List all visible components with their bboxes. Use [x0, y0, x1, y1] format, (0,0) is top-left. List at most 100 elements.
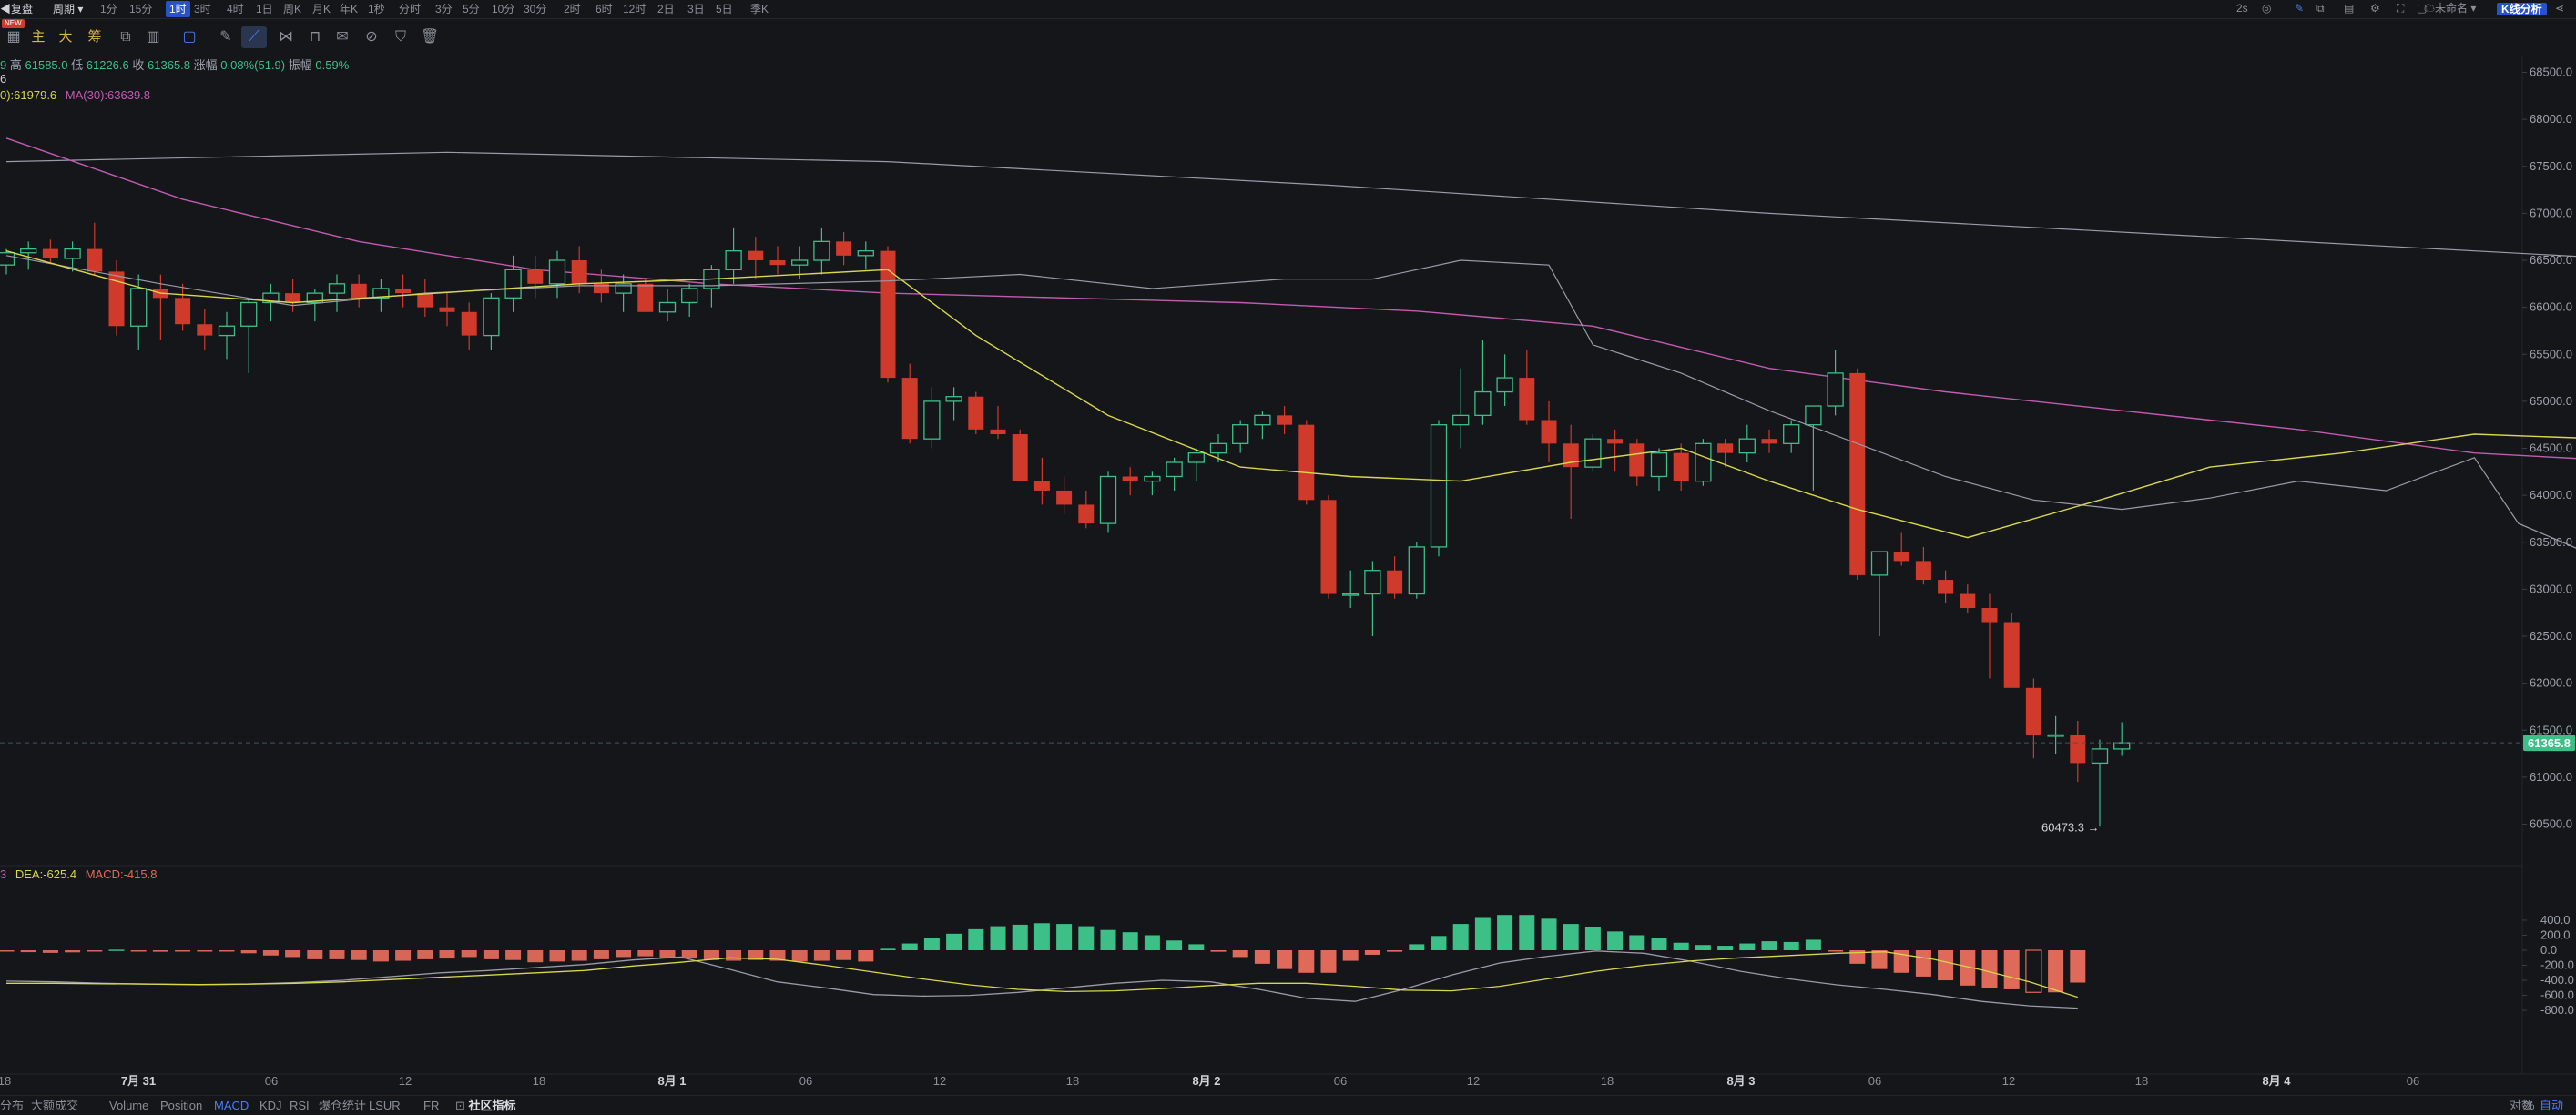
- interval-18[interactable]: 2日: [657, 3, 675, 15]
- interval-16[interactable]: 6时: [596, 3, 613, 15]
- interval-7[interactable]: 月K: [312, 3, 331, 15]
- candle-body: [504, 269, 522, 299]
- macd-tick-label: -400.0: [2540, 973, 2574, 987]
- interval-2[interactable]: 1时: [166, 1, 190, 17]
- indicator-tab-7[interactable]: FR: [423, 1099, 440, 1112]
- trash-icon[interactable]: 🗑: [420, 29, 440, 45]
- layout-name-dropdown[interactable]: ☁未命名 ▾: [2424, 2, 2477, 15]
- edit-icon[interactable]: ⧉: [2316, 2, 2325, 15]
- candle-body: [725, 250, 742, 270]
- compare-icon[interactable]: ⧉: [120, 29, 131, 45]
- ma30-line: [5, 137, 2576, 460]
- interval-1[interactable]: 15分: [129, 3, 153, 15]
- candle-body: [1783, 424, 1800, 444]
- log-scale-toggle[interactable]: 对数: [2510, 1099, 2534, 1112]
- layout-icon[interactable]: ▤: [2344, 2, 2355, 15]
- auto-scale-toggle[interactable]: 自动: [2540, 1099, 2564, 1112]
- interval-20[interactable]: 5日: [716, 3, 733, 15]
- time-tick-label: 8月 1: [657, 1074, 686, 1088]
- indicator-tab-0[interactable]: Volume: [109, 1099, 149, 1112]
- refresh-rate[interactable]: 2s: [2236, 2, 2248, 15]
- distribution-tab[interactable]: 分布: [0, 1099, 25, 1112]
- interval-0[interactable]: 1分: [100, 3, 117, 15]
- macd-bar: [1960, 950, 1976, 986]
- candle-style-icon[interactable]: ▥: [146, 29, 160, 45]
- candle-body: [1364, 570, 1381, 595]
- community-indicators-button[interactable]: ⊡ 社区指标: [455, 1099, 516, 1112]
- candle-body: [1915, 561, 1931, 581]
- share-icon[interactable]: ⋖: [2555, 2, 2565, 15]
- macd-bar: [1651, 938, 1667, 950]
- camera-icon[interactable]: ◎: [2262, 2, 2272, 15]
- candle-body: [593, 283, 609, 294]
- line-tool-icon[interactable]: ⟋: [241, 26, 267, 48]
- price-tick-label: 62500.0: [2530, 629, 2572, 643]
- macd-bar: [990, 926, 1006, 950]
- pattern-tool-icon[interactable]: ⋈: [279, 29, 293, 45]
- filter-tool-icon[interactable]: ⛉: [394, 29, 406, 45]
- candle-body: [880, 250, 896, 379]
- back-replay-button[interactable]: ◀复盘: [0, 3, 34, 15]
- interval-4[interactable]: 4时: [227, 3, 244, 15]
- interval-15[interactable]: 2时: [564, 3, 581, 15]
- measure-tool-icon[interactable]: ⊓: [309, 29, 321, 45]
- macd-bar: [1474, 917, 1491, 950]
- settings-icon[interactable]: ⚙: [2370, 2, 2380, 15]
- large-trades-tab[interactable]: 大额成交: [31, 1099, 79, 1112]
- macd-bar: [1519, 915, 1535, 950]
- macd-tick-label: -800.0: [2540, 1003, 2574, 1017]
- macd-tick-label: 200.0: [2540, 927, 2571, 941]
- interval-11[interactable]: 3分: [435, 3, 453, 15]
- macd-bar: [1078, 926, 1095, 950]
- interval-9[interactable]: 1秒: [368, 3, 385, 15]
- candle-body: [1144, 475, 1161, 482]
- interval-14[interactable]: 30分: [524, 3, 547, 15]
- interval-5[interactable]: 1日: [256, 3, 273, 15]
- interval-8[interactable]: 年K: [340, 3, 359, 15]
- magnet-tool-icon[interactable]: ⊘: [365, 29, 378, 45]
- indicator-grid-icon[interactable]: ▦: [6, 29, 21, 45]
- indicator-tab-3[interactable]: KDJ: [260, 1099, 282, 1112]
- draw-pencil-icon[interactable]: ✎: [2295, 2, 2305, 15]
- square-tool-icon[interactable]: ▢: [182, 29, 197, 45]
- candle-body: [1717, 443, 1734, 453]
- ohlc-legend: 9 高 61585.0 低 61226.6 收 61365.8 涨幅 0.08%…: [0, 58, 350, 72]
- macd-bar: [1739, 943, 1756, 950]
- indicator-tab-4[interactable]: RSI: [290, 1099, 310, 1112]
- candle-body: [571, 260, 587, 284]
- candle-body: [285, 293, 301, 303]
- candle-body: [1342, 593, 1359, 596]
- interval-12[interactable]: 5分: [463, 3, 480, 15]
- mode-chips[interactable]: 筹: [87, 29, 102, 45]
- percent-scale-toggle[interactable]: %: [2524, 1099, 2535, 1112]
- interval-13[interactable]: 10分: [492, 3, 515, 15]
- mode-main[interactable]: 主: [31, 29, 46, 45]
- note-tool-icon[interactable]: ✉: [336, 29, 349, 45]
- price-tick-label: 61000.0: [2530, 770, 2572, 784]
- indicator-tab-1[interactable]: Position: [160, 1099, 203, 1112]
- candle-body: [439, 307, 455, 312]
- k-line-analysis-button[interactable]: K线分析: [2497, 1, 2547, 17]
- interval-6[interactable]: 周K: [283, 3, 302, 15]
- fullscreen-icon[interactable]: ⛶: [2397, 2, 2405, 15]
- macd-bar: [1033, 923, 1050, 950]
- macd-bar: [2070, 950, 2086, 983]
- interval-19[interactable]: 3日: [687, 3, 705, 15]
- indicator-tab-6[interactable]: LSUR: [369, 1099, 401, 1112]
- macd-bar: [20, 950, 36, 953]
- time-tick-label: 06: [265, 1074, 278, 1088]
- macd-bar: [1012, 924, 1028, 950]
- interval-10[interactable]: 分时: [399, 3, 422, 15]
- period-dropdown[interactable]: 周期 ▾: [53, 3, 84, 15]
- pen-tool-icon[interactable]: ✎: [219, 29, 232, 45]
- indicator-tab-2[interactable]: MACD: [214, 1099, 249, 1112]
- candle-body: [1033, 481, 1050, 491]
- macd-bar: [1409, 944, 1425, 950]
- mode-large[interactable]: 大: [58, 29, 73, 45]
- indicator-tab-5[interactable]: 爆仓统计: [319, 1099, 367, 1112]
- interval-3[interactable]: 3时: [194, 3, 211, 15]
- candle-body: [461, 311, 477, 336]
- maximize-icon[interactable]: ▢: [2417, 2, 2428, 15]
- interval-21[interactable]: 季K: [750, 3, 769, 15]
- interval-17[interactable]: 12时: [623, 3, 647, 15]
